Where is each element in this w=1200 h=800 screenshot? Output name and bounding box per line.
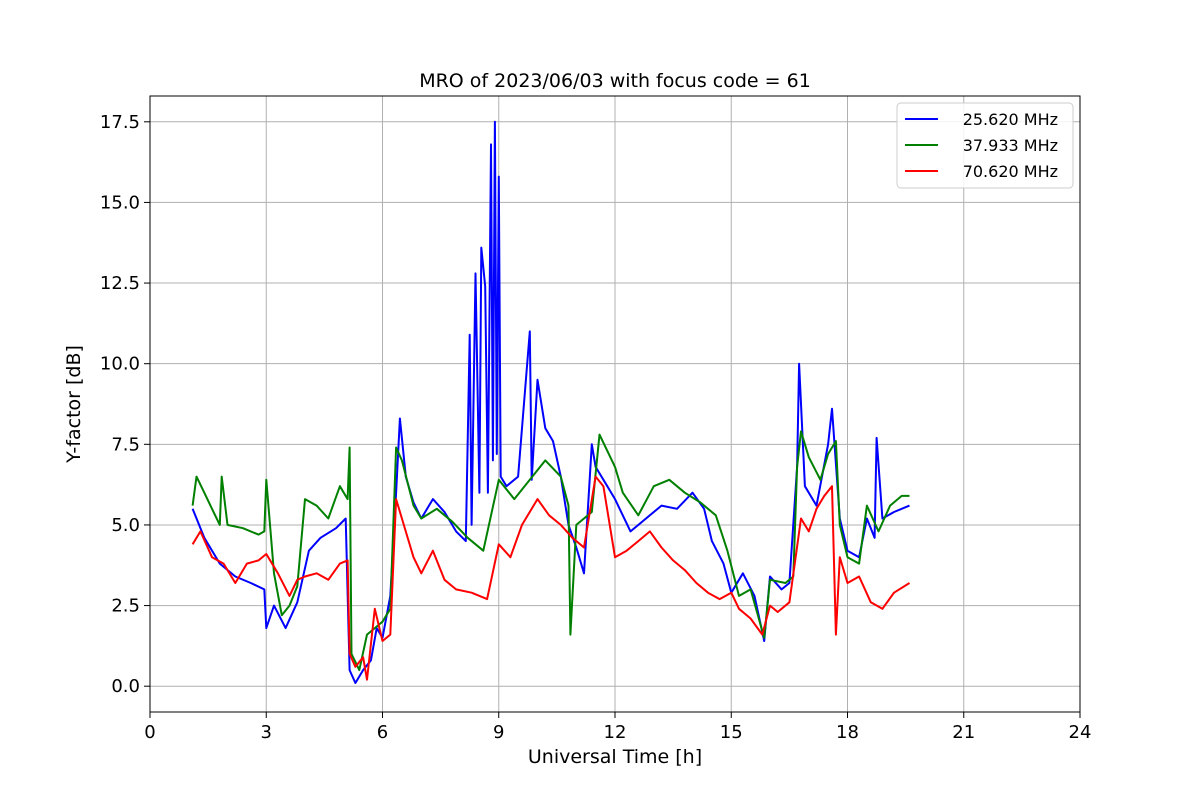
y-tick-label: 10.0	[100, 354, 140, 375]
y-tick-label: 7.5	[111, 434, 140, 455]
chart-title: MRO of 2023/06/03 with focus code = 61	[419, 70, 811, 92]
x-tick-label: 24	[1069, 722, 1092, 743]
series-line-25620	[191, 120, 910, 684]
legend-label-70620: 70.620 MHz	[963, 162, 1058, 181]
x-tick-label: 18	[836, 722, 859, 743]
legend-label-37933: 37.933 MHz	[963, 136, 1058, 155]
y-tick-label: 12.5	[100, 273, 140, 294]
x-tick-label: 6	[377, 722, 388, 743]
y-tick-label: 5.0	[111, 515, 140, 536]
series-line-37933	[191, 430, 910, 672]
plot-area	[191, 120, 911, 684]
legend-label-25620: 25.620 MHz	[963, 110, 1058, 129]
x-tick-label: 12	[604, 722, 627, 743]
x-tick-label: 21	[952, 722, 975, 743]
x-axis-ticks: 0 3 6 9 12 15 18 21 24	[144, 712, 1091, 743]
x-axis-label: Universal Time [h]	[528, 746, 702, 768]
y-tick-label: 0.0	[111, 676, 140, 697]
series-line-70620	[191, 475, 911, 681]
legend-box	[896, 102, 1074, 189]
y-tick-label: 15.0	[100, 192, 140, 213]
y-axis-label: Y-factor [dB]	[63, 345, 85, 464]
y-tick-label: 17.5	[100, 112, 140, 133]
y-axis-ticks: 0.0 2.5 5.0 7.5 10.0 12.5 15.0 17.5	[100, 112, 150, 697]
y-tick-label: 2.5	[111, 596, 140, 617]
x-tick-label: 9	[493, 722, 504, 743]
series-layer	[191, 120, 911, 684]
x-tick-label: 15	[720, 722, 743, 743]
x-tick-label: 0	[144, 722, 155, 743]
legend: 25.620 MHz 37.933 MHz 70.620 MHz	[896, 102, 1074, 189]
x-tick-label: 3	[261, 722, 272, 743]
